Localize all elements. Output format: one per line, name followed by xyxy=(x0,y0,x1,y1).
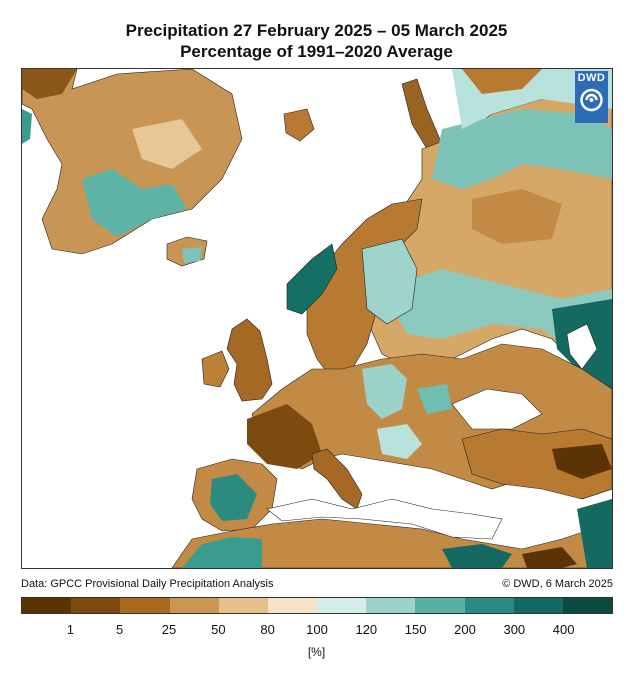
legend-swatch xyxy=(169,598,219,613)
caspian-sea xyxy=(566,323,598,370)
russia-dry-patch xyxy=(472,189,562,244)
legend-tick-label: 80 xyxy=(260,622,275,637)
greenland-coast-wet xyxy=(22,109,32,144)
legend-swatch xyxy=(464,598,514,613)
legend-tick-label: 5 xyxy=(116,622,124,637)
title-line-1: Precipitation 27 February 2025 – 05 Marc… xyxy=(125,21,508,40)
legend-swatch xyxy=(120,598,170,613)
legend-swatch xyxy=(267,598,318,613)
russia-northern-wet-band xyxy=(432,109,612,189)
black-sea xyxy=(451,388,543,430)
legend-tick-label: 100 xyxy=(306,622,328,637)
novaya-zemlya-region xyxy=(401,78,443,150)
top-right-brown xyxy=(462,69,542,94)
legend-colorbar xyxy=(21,597,613,614)
italy-region xyxy=(311,448,363,510)
ireland-region xyxy=(201,350,230,388)
precipitation-map: DWD xyxy=(21,68,613,569)
legend-tick-label: 200 xyxy=(454,622,476,637)
legend-tick-label: 150 xyxy=(404,622,427,637)
legend-tick-label: 120 xyxy=(355,622,378,637)
legend-swatch xyxy=(317,598,367,613)
turkey-region xyxy=(461,428,612,500)
central-europe-wet xyxy=(362,364,407,419)
svalbard-region xyxy=(283,108,315,142)
data-source: Data: GPCC Provisional Daily Precipitati… xyxy=(21,578,274,590)
north-africa-dark xyxy=(522,547,577,568)
legend-swatch xyxy=(562,598,613,613)
greenland-east-wet xyxy=(82,169,187,237)
north-africa-wet-east xyxy=(442,544,512,568)
legend-swatch xyxy=(366,598,416,613)
greenland-north-dark xyxy=(22,69,77,99)
mediterranean-sea xyxy=(266,498,503,540)
black-sea-wet-patch xyxy=(417,384,452,414)
dwd-swirl-icon xyxy=(580,88,603,112)
iberia-wet xyxy=(210,474,257,521)
legend-unit: [%] xyxy=(307,645,326,659)
north-africa-wet-west xyxy=(182,537,262,568)
legend-tick-label: 50 xyxy=(211,622,226,637)
balkans-wet xyxy=(377,424,422,459)
legend-swatch xyxy=(22,598,72,613)
legend-tick-label: 1 xyxy=(66,622,74,637)
copyright: © DWD, 6 March 2025 xyxy=(502,578,613,590)
uk-region xyxy=(226,318,273,402)
legend-ticks: 1 5 25 50 80 100 120 150 200 300 400 xyxy=(21,622,613,638)
legend-tick-label: 300 xyxy=(503,622,526,637)
france-dry xyxy=(247,404,322,469)
russia-central-wet-band xyxy=(382,269,612,369)
page-title: Precipitation 27 February 2025 – 05 Marc… xyxy=(0,20,633,62)
legend-swatch xyxy=(71,598,121,613)
greenland-region xyxy=(22,69,243,255)
norway-coast-wet xyxy=(286,243,338,315)
legend-swatch xyxy=(415,598,465,613)
legend-tick-label: 25 xyxy=(161,622,177,637)
map-svg xyxy=(22,69,612,568)
title-line-2: Percentage of 1991–2020 Average xyxy=(180,42,453,61)
legend-swatch xyxy=(513,598,563,613)
legend-swatch xyxy=(218,598,268,613)
finland-region xyxy=(361,238,418,325)
greenland-interior-dry xyxy=(132,119,202,169)
legend-tick-label: 400 xyxy=(552,622,575,637)
dwd-logo-text: DWD xyxy=(577,72,606,84)
dwd-logo: DWD xyxy=(575,71,608,123)
